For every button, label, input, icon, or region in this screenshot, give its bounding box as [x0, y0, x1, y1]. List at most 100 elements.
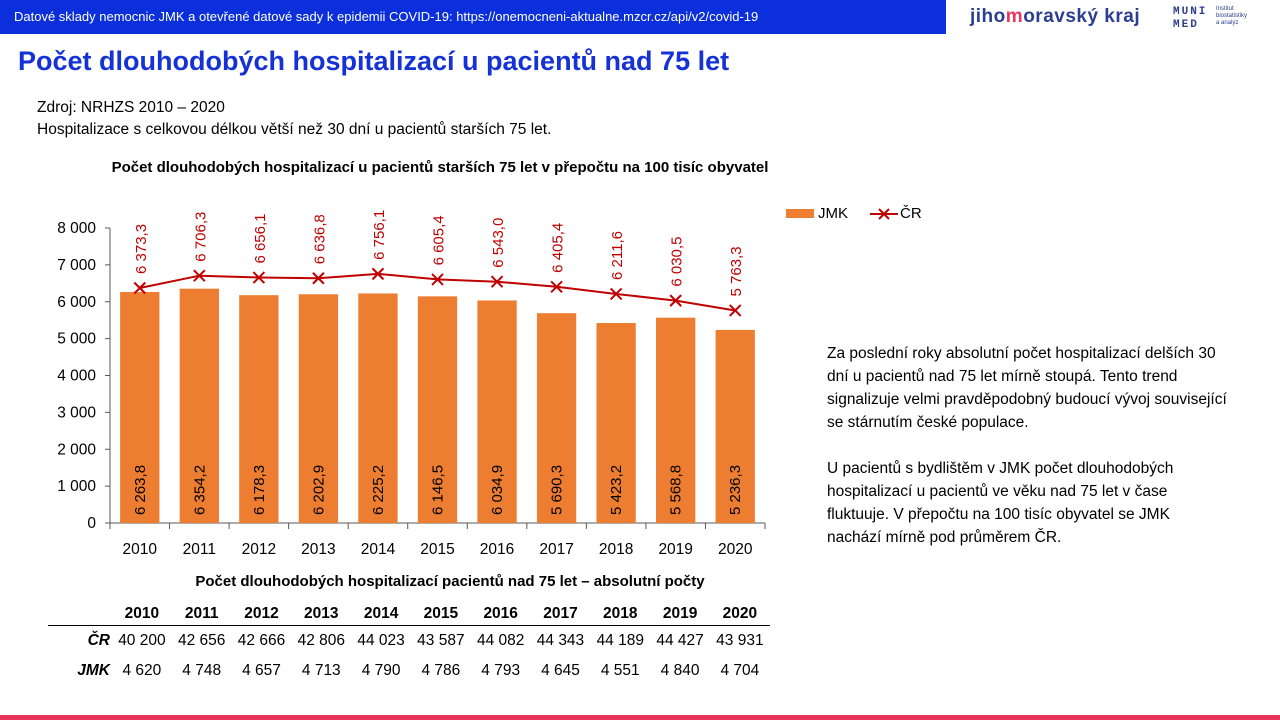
jmk-logo: jihomoravský kraj — [970, 6, 1140, 28]
line-data-label: 6 706,3 — [192, 212, 209, 262]
table-cell: 4 645 — [541, 662, 580, 679]
bar-data-label: 6 354,2 — [191, 465, 208, 515]
chart-legend: JMK ČR — [786, 205, 922, 222]
point-cr — [252, 271, 266, 284]
institute-logo-line: biostatistiky — [1216, 13, 1248, 19]
point-cr — [729, 304, 742, 317]
table-cell: 4 786 — [421, 662, 461, 679]
line-data-label: 6 373,3 — [133, 224, 150, 274]
table-cell: 4 551 — [600, 662, 640, 679]
x-tick-label: 2010 — [123, 541, 158, 558]
table-cell: 4 704 — [720, 662, 760, 679]
y-tick-label: 6 000 — [57, 294, 96, 311]
bar-jmk — [417, 296, 458, 523]
point-cr — [312, 272, 325, 285]
bar-data-label: 6 146,5 — [430, 465, 447, 515]
x-tick-label: 2019 — [658, 541, 692, 558]
line-data-label: 6 656,1 — [252, 214, 269, 264]
table-cell: 4 748 — [182, 662, 222, 679]
y-tick-label: 5 000 — [57, 331, 96, 348]
table-row-label: ČR — [87, 632, 110, 649]
table-cell: 44 189 — [596, 632, 644, 649]
chart-title: Počet dlouhodobých hospitalizací u pacie… — [111, 159, 769, 176]
point-cr — [669, 294, 682, 307]
table-year-header: 2010 — [112, 603, 172, 626]
institute-logo-line: a analýz — [1216, 20, 1239, 26]
bar-jmk — [715, 329, 755, 523]
x-tick-label: 2014 — [361, 541, 396, 558]
table-year-header: 2011 — [171, 603, 232, 626]
source-description: Hospitalizace s celkovou délkou větší ne… — [37, 121, 552, 138]
table-cell: 44 023 — [357, 632, 405, 649]
line-data-label: 6 543,0 — [490, 218, 507, 268]
point-cr — [609, 287, 623, 301]
table-cell: 4 713 — [301, 662, 341, 679]
table-year-header: 2014 — [351, 603, 411, 626]
table-cell: 40 200 — [118, 632, 166, 649]
bottom-accent-bar — [0, 715, 1280, 720]
muni-med-logo: MUNI MED — [1173, 6, 1207, 32]
table-cell: 44 343 — [536, 632, 585, 649]
legend-cr-label: ČR — [900, 205, 922, 222]
bar-jmk — [179, 288, 219, 523]
x-tick-label: 2020 — [718, 541, 753, 558]
source-note: Zdroj: NRHZS 2010 – 2020 Hospitalizace s… — [37, 97, 551, 141]
x-tick-label: 2011 — [183, 541, 216, 558]
table-year-header: 2017 — [530, 603, 591, 626]
point-cr — [133, 281, 146, 295]
x-tick-label: 2018 — [599, 541, 633, 558]
x-tick-label: 2015 — [420, 541, 454, 558]
table-cell: 4 790 — [361, 662, 401, 679]
muni-logo-line: MED — [1173, 19, 1199, 31]
bar-jmk — [477, 300, 517, 523]
bar-data-label: 5 423,2 — [608, 465, 625, 515]
line-data-label: 5 763,3 — [728, 246, 745, 296]
table-cell: 44 427 — [656, 632, 704, 649]
jmk-logo-part: jiho — [970, 6, 1006, 27]
bar-data-label: 6 202,9 — [310, 465, 327, 515]
description-paragraph: U pacientů s bydlištěm v JMK počet dlouh… — [827, 460, 1174, 546]
x-tick-label: 2016 — [480, 541, 514, 558]
bar-jmk — [358, 293, 398, 523]
description-text: Za poslední roky absolutní počet hospita… — [827, 342, 1227, 572]
bar-jmk — [536, 313, 577, 523]
table-title: Počet dlouhodobých hospitalizací pacient… — [195, 573, 705, 590]
point-cr — [490, 275, 504, 288]
legend-jmk-swatch — [786, 209, 814, 218]
table-year-header: 2012 — [231, 603, 292, 626]
source-banner: Datové sklady nemocnic JMK a otevřené da… — [0, 0, 946, 34]
bar-data-label: 5 568,8 — [668, 465, 685, 515]
point-cr — [193, 269, 206, 282]
legend-cr-marker — [870, 207, 898, 220]
table-year-header: 2015 — [410, 603, 471, 626]
bar-jmk — [656, 317, 696, 523]
y-tick-label: 2 000 — [57, 441, 96, 458]
table-body: ČR 40 200 42 656 42 666 42 806 44 023 43 587 44… — [48, 626, 770, 687]
table-year-header: 2013 — [291, 603, 352, 626]
x-tick-label: 2012 — [242, 541, 276, 558]
x-tick-label: 2017 — [539, 541, 573, 558]
legend-jmk-label: JMK — [818, 205, 848, 222]
jmk-logo-part: oravský kraj — [1023, 6, 1141, 27]
rate-chart: 0 1 000 2 000 3 000 4 000 5 000 6 000 7 000 8 00… — [57, 210, 766, 558]
bar-data-label: 6 034,9 — [489, 465, 506, 515]
table-cell: 4 620 — [122, 662, 162, 679]
bar-data-label: 5 690,3 — [549, 465, 566, 515]
table-year-header: 2016 — [470, 603, 531, 626]
table-cell: 42 656 — [177, 632, 226, 649]
table-cell: 4 657 — [242, 662, 281, 679]
point-cr — [431, 273, 444, 286]
bar-data-label: 5 236,3 — [727, 465, 744, 515]
table-cell: 43 587 — [417, 632, 465, 649]
line-data-label: 6 636,8 — [311, 214, 328, 264]
muni-logo-line: MUNI — [1173, 6, 1208, 18]
bar-jmk — [298, 294, 339, 523]
institute-logo-line: Institut — [1216, 6, 1234, 12]
y-tick-label: 0 — [87, 515, 96, 532]
table-cell: 43 931 — [716, 632, 764, 649]
y-tick-label: 4 000 — [57, 368, 96, 385]
table-cell: 4 840 — [660, 662, 700, 679]
line-data-label: 6 030,5 — [669, 237, 686, 287]
point-cr — [371, 267, 385, 281]
table-year-header: 2018 — [590, 603, 651, 626]
